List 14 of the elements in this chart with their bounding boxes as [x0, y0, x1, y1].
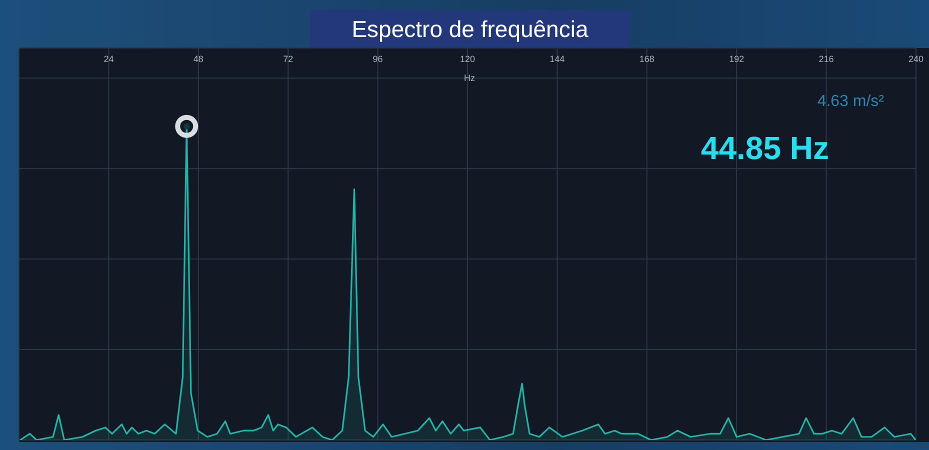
x-tick-label: 72 [283, 54, 294, 64]
x-tick-label: 216 [818, 54, 834, 64]
x-tick-label: 168 [639, 54, 654, 64]
x-tick-label: 24 [104, 54, 114, 64]
x-axis-title: Hz [464, 73, 475, 83]
x-tick-label: 48 [193, 54, 204, 64]
annotation: 44.85 Hz [700, 130, 829, 167]
text: 4.63 m/s² [817, 93, 884, 111]
x-tick-label: 96 [372, 54, 383, 64]
chart-title: Espectro de frequência [310, 10, 630, 48]
x-tick-label: 144 [550, 54, 565, 64]
x-tick-label: 120 [460, 54, 476, 64]
x-tick-label: 240 [908, 54, 924, 64]
x-tick-label: 192 [729, 54, 744, 64]
